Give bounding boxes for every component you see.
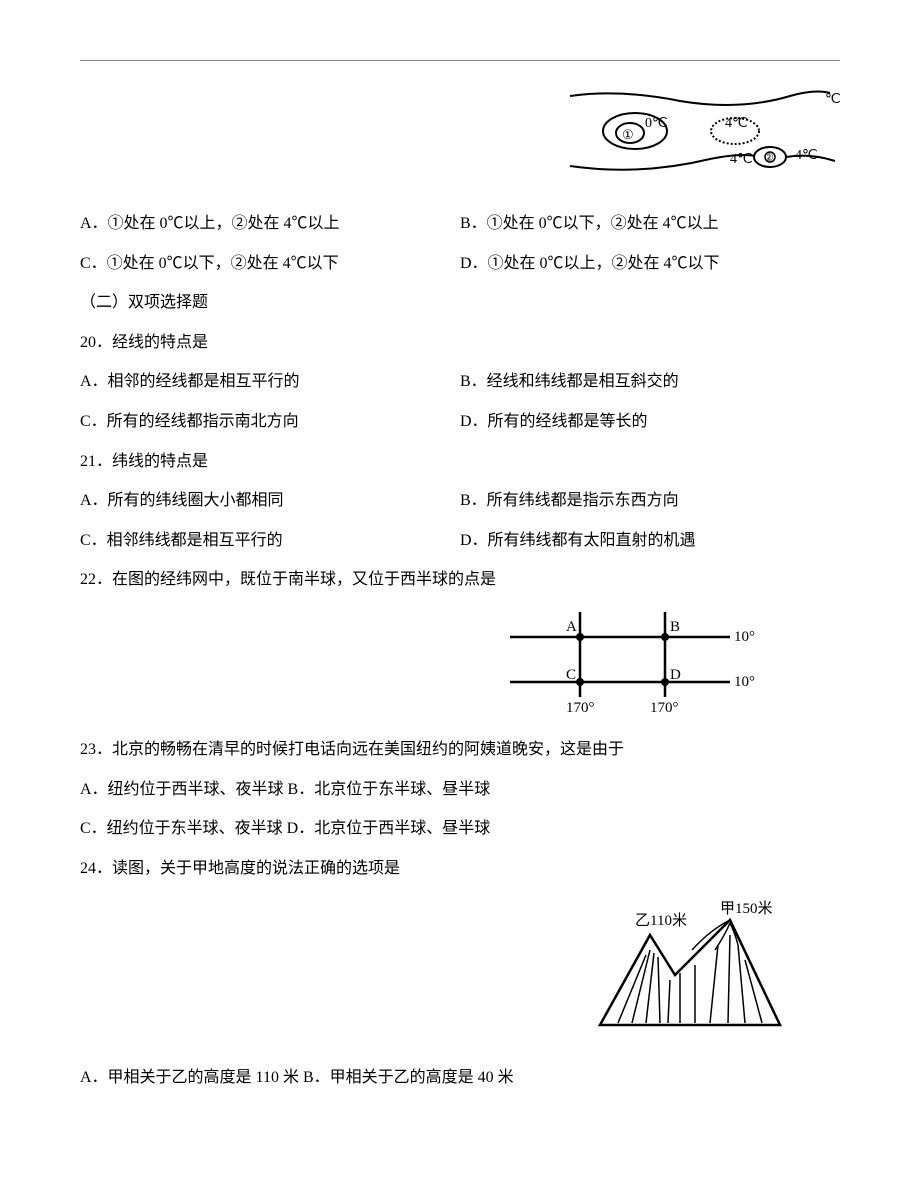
svg-text:B: B — [670, 619, 680, 635]
svg-text:②: ② — [764, 152, 774, 164]
svg-text:4℃: 4℃ — [795, 148, 818, 163]
option-c: C．①处在 0℃以下，②处在 4℃以下 — [80, 251, 460, 277]
q19-options-row1: A．①处在 0℃以上，②处在 4℃以上 B．①处在 0℃以下，②处在 4℃以上 — [80, 211, 840, 237]
option-d: D．①处在 0℃以上，②处在 4℃以下 — [460, 251, 840, 277]
q23-options-cd: C．纽约位于东半球、夜半球 D．北京位于西半球、昼半球 — [80, 816, 840, 842]
option-a: A．①处在 0℃以上，②处在 4℃以上 — [80, 211, 460, 237]
q21-option-a: A．所有的纬线圈大小都相同 — [80, 488, 460, 514]
q24-stem: 24．读图，关于甲地高度的说法正确的选项是 — [80, 856, 840, 882]
q19-options-row2: C．①处在 0℃以下，②处在 4℃以下 D．①处在 0℃以上，②处在 4℃以下 — [80, 251, 840, 277]
q20-option-c: C．所有的经线都指示南北方向 — [80, 409, 460, 435]
q21-option-b: B．所有纬线都是指示东西方向 — [460, 488, 840, 514]
q20-options-row1: A．相邻的经线都是相互平行的 B．经线和纬线都是相互斜交的 — [80, 369, 840, 395]
svg-text:170°: 170° — [566, 700, 595, 716]
q23-options-ab: A．纽约位于西半球、夜半球 B．北京位于东半球、昼半球 — [80, 777, 840, 803]
q21-option-c: C．相邻纬线都是相互平行的 — [80, 528, 460, 554]
svg-text:170°: 170° — [650, 700, 679, 716]
q20-stem: 20．经线的特点是 — [80, 330, 840, 356]
grid-diagram: A B C D 10° 10° 170° 170° — [80, 607, 840, 717]
label-jia: 甲150米 — [720, 900, 773, 917]
q20-option-b: B．经线和纬线都是相互斜交的 — [460, 369, 840, 395]
svg-text:10°: 10° — [734, 674, 755, 690]
svg-text:C: C — [566, 667, 576, 683]
svg-text:0℃: 0℃ — [645, 116, 668, 131]
q24-options-ab: A．甲相关于乙的高度是 110 米 B．甲相关于乙的高度是 40 米 — [80, 1065, 840, 1091]
mountain-diagram: 乙110米 甲150米 — [80, 895, 800, 1035]
q23-stem: 23．北京的畅畅在清早的时候打电话向远在美国纽约的阿姨道晚安，这是由于 — [80, 737, 840, 763]
svg-text:D: D — [670, 667, 681, 683]
q21-stem: 21．纬线的特点是 — [80, 449, 840, 475]
q20-option-d: D．所有的经线都是等长的 — [460, 409, 840, 435]
q20-options-row2: C．所有的经线都指示南北方向 D．所有的经线都是等长的 — [80, 409, 840, 435]
option-b: B．①处在 0℃以下，②处在 4℃以上 — [460, 211, 840, 237]
q20-option-a: A．相邻的经线都是相互平行的 — [80, 369, 460, 395]
svg-text:10°: 10° — [734, 629, 755, 645]
section-2-title: （二）双项选择题 — [80, 290, 840, 316]
label-yi: 乙110米 — [635, 912, 687, 929]
q21-options-row2: C．相邻纬线都是相互平行的 D．所有纬线都有太阳直射的机遇 — [80, 528, 840, 554]
degree-corner: ℃ — [825, 92, 840, 107]
q21-options-row1: A．所有的纬线圈大小都相同 B．所有纬线都是指示东西方向 — [80, 488, 840, 514]
svg-text:①: ① — [622, 127, 634, 142]
q21-option-d: D．所有纬线都有太阳直射的机遇 — [460, 528, 840, 554]
isotherm-diagram: ℃ 0℃ ① 4℃ ② 4℃ 4℃ — [80, 81, 840, 191]
header-divider — [80, 60, 840, 61]
svg-text:4℃: 4℃ — [730, 152, 753, 167]
q22-stem: 22．在图的经纬网中，既位于南半球，又位于西半球的点是 — [80, 567, 840, 593]
svg-text:A: A — [566, 619, 577, 635]
svg-text:4℃: 4℃ — [725, 116, 748, 131]
